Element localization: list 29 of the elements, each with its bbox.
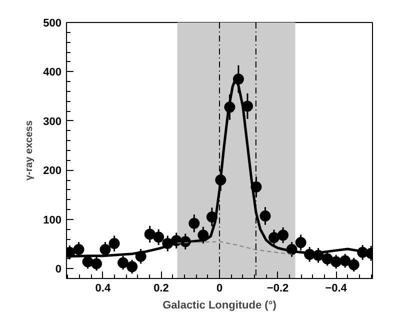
x-tick-label: −0.2	[266, 282, 289, 294]
point	[340, 255, 351, 266]
point	[91, 258, 102, 270]
point	[153, 232, 164, 243]
point	[73, 244, 84, 255]
y-tick-label: 500	[43, 18, 62, 30]
point	[278, 230, 289, 241]
y-tick-label: 200	[43, 165, 62, 178]
x-tick-label: 0.2	[154, 282, 169, 294]
point	[126, 261, 138, 272]
point	[108, 238, 120, 250]
point	[268, 232, 280, 244]
y-tick-label: 100	[43, 214, 62, 226]
x-axis-title: Galactic Longitude (°)	[162, 300, 277, 312]
point	[100, 244, 111, 255]
y-axis-title: γ-ray excess	[24, 120, 36, 181]
point	[188, 218, 200, 229]
y-tick-label: 400	[43, 66, 62, 79]
x-tick-label: 0.4	[95, 282, 112, 294]
point	[118, 257, 129, 268]
point	[322, 253, 333, 264]
y-tick-label: 0	[55, 264, 62, 276]
point	[144, 228, 156, 240]
x-tick-label: −0.4	[325, 282, 348, 294]
point	[260, 210, 271, 222]
y-tick-label: 300	[43, 116, 62, 128]
point	[348, 259, 360, 270]
x-tick-label: 0	[216, 282, 223, 294]
point	[295, 237, 306, 248]
